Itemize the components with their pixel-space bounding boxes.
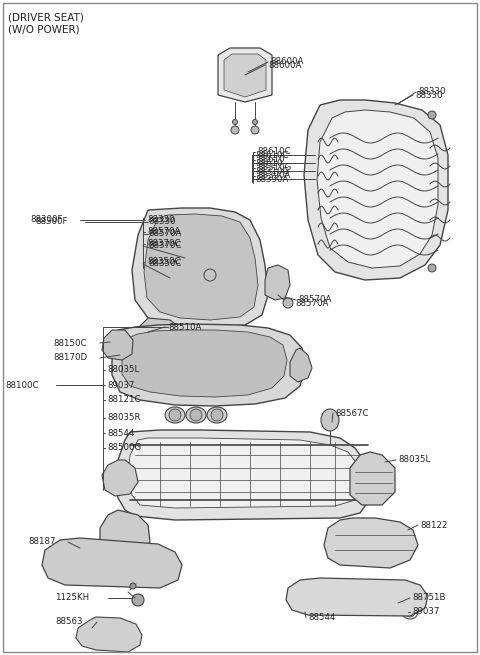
Text: 88300F: 88300F: [30, 215, 62, 225]
Circle shape: [132, 594, 144, 606]
Circle shape: [190, 409, 202, 421]
Text: 89037: 89037: [107, 381, 134, 390]
PathPatch shape: [102, 460, 138, 496]
Text: 88390A: 88390A: [257, 172, 290, 181]
PathPatch shape: [132, 208, 268, 328]
PathPatch shape: [100, 510, 150, 558]
Circle shape: [231, 126, 239, 134]
Text: 88100C: 88100C: [5, 381, 38, 390]
Text: 88035R: 88035R: [107, 413, 141, 422]
PathPatch shape: [224, 54, 266, 97]
Circle shape: [283, 298, 293, 308]
Text: (W/O POWER): (W/O POWER): [8, 25, 80, 35]
Text: 88330: 88330: [148, 217, 176, 227]
Text: 88035L: 88035L: [107, 365, 139, 375]
PathPatch shape: [112, 324, 305, 406]
PathPatch shape: [128, 438, 360, 508]
Text: 88310G: 88310G: [257, 164, 291, 172]
Text: 88500G: 88500G: [107, 443, 141, 453]
PathPatch shape: [218, 48, 272, 102]
Circle shape: [232, 119, 238, 124]
Text: 88370C: 88370C: [148, 242, 181, 250]
Text: 88570A: 88570A: [148, 229, 181, 238]
Text: 88570A: 88570A: [147, 227, 180, 236]
Text: 88350C: 88350C: [148, 259, 181, 269]
PathPatch shape: [286, 578, 428, 616]
Text: 88567C: 88567C: [335, 409, 369, 417]
Text: 88035L: 88035L: [398, 455, 430, 464]
Text: 88544: 88544: [308, 614, 336, 622]
Ellipse shape: [207, 407, 227, 423]
Circle shape: [130, 583, 136, 589]
Text: 88570A: 88570A: [295, 299, 328, 307]
Circle shape: [169, 409, 181, 421]
PathPatch shape: [42, 538, 182, 588]
PathPatch shape: [144, 214, 258, 320]
Circle shape: [251, 126, 259, 134]
Text: 88310G: 88310G: [255, 166, 289, 176]
PathPatch shape: [102, 330, 133, 360]
Text: 89037: 89037: [412, 607, 439, 616]
PathPatch shape: [317, 110, 438, 268]
Text: 88330: 88330: [418, 88, 445, 96]
Text: 88570A: 88570A: [298, 295, 331, 305]
Circle shape: [252, 119, 257, 124]
PathPatch shape: [122, 330, 287, 397]
Ellipse shape: [186, 407, 206, 423]
PathPatch shape: [304, 100, 448, 280]
Text: 1125KH: 1125KH: [55, 593, 89, 603]
Text: 88544: 88544: [107, 428, 134, 438]
PathPatch shape: [350, 452, 395, 505]
Text: 88330: 88330: [147, 215, 175, 225]
Ellipse shape: [321, 409, 339, 431]
Text: 88510A: 88510A: [168, 322, 202, 331]
Circle shape: [428, 264, 436, 272]
Circle shape: [211, 409, 223, 421]
Text: 88122: 88122: [420, 521, 447, 529]
Text: 88187: 88187: [28, 538, 56, 546]
Text: 88610C: 88610C: [255, 151, 288, 160]
Text: 88563: 88563: [55, 618, 83, 626]
Text: 88610: 88610: [255, 159, 283, 168]
PathPatch shape: [135, 318, 185, 355]
Text: 88300F: 88300F: [35, 217, 68, 227]
Circle shape: [405, 607, 415, 617]
PathPatch shape: [324, 518, 418, 568]
Text: (DRIVER SEAT): (DRIVER SEAT): [8, 13, 84, 23]
Text: 88330: 88330: [415, 90, 443, 100]
Text: 88350C: 88350C: [147, 257, 180, 267]
Text: 88390A: 88390A: [255, 174, 288, 183]
Text: 88150C: 88150C: [53, 339, 86, 348]
Text: 88610C: 88610C: [257, 147, 290, 157]
Ellipse shape: [377, 597, 399, 613]
PathPatch shape: [115, 430, 370, 520]
Text: 88610: 88610: [257, 155, 285, 164]
Circle shape: [428, 111, 436, 119]
PathPatch shape: [265, 265, 290, 300]
Text: 88600A: 88600A: [270, 58, 303, 67]
PathPatch shape: [290, 348, 312, 382]
Text: 88600A: 88600A: [268, 60, 301, 69]
Ellipse shape: [165, 407, 185, 423]
PathPatch shape: [76, 617, 142, 652]
Text: 88751B: 88751B: [412, 593, 445, 603]
Text: 88170D: 88170D: [53, 354, 87, 362]
Text: 88370C: 88370C: [147, 240, 180, 248]
Text: 88121C: 88121C: [107, 396, 141, 405]
